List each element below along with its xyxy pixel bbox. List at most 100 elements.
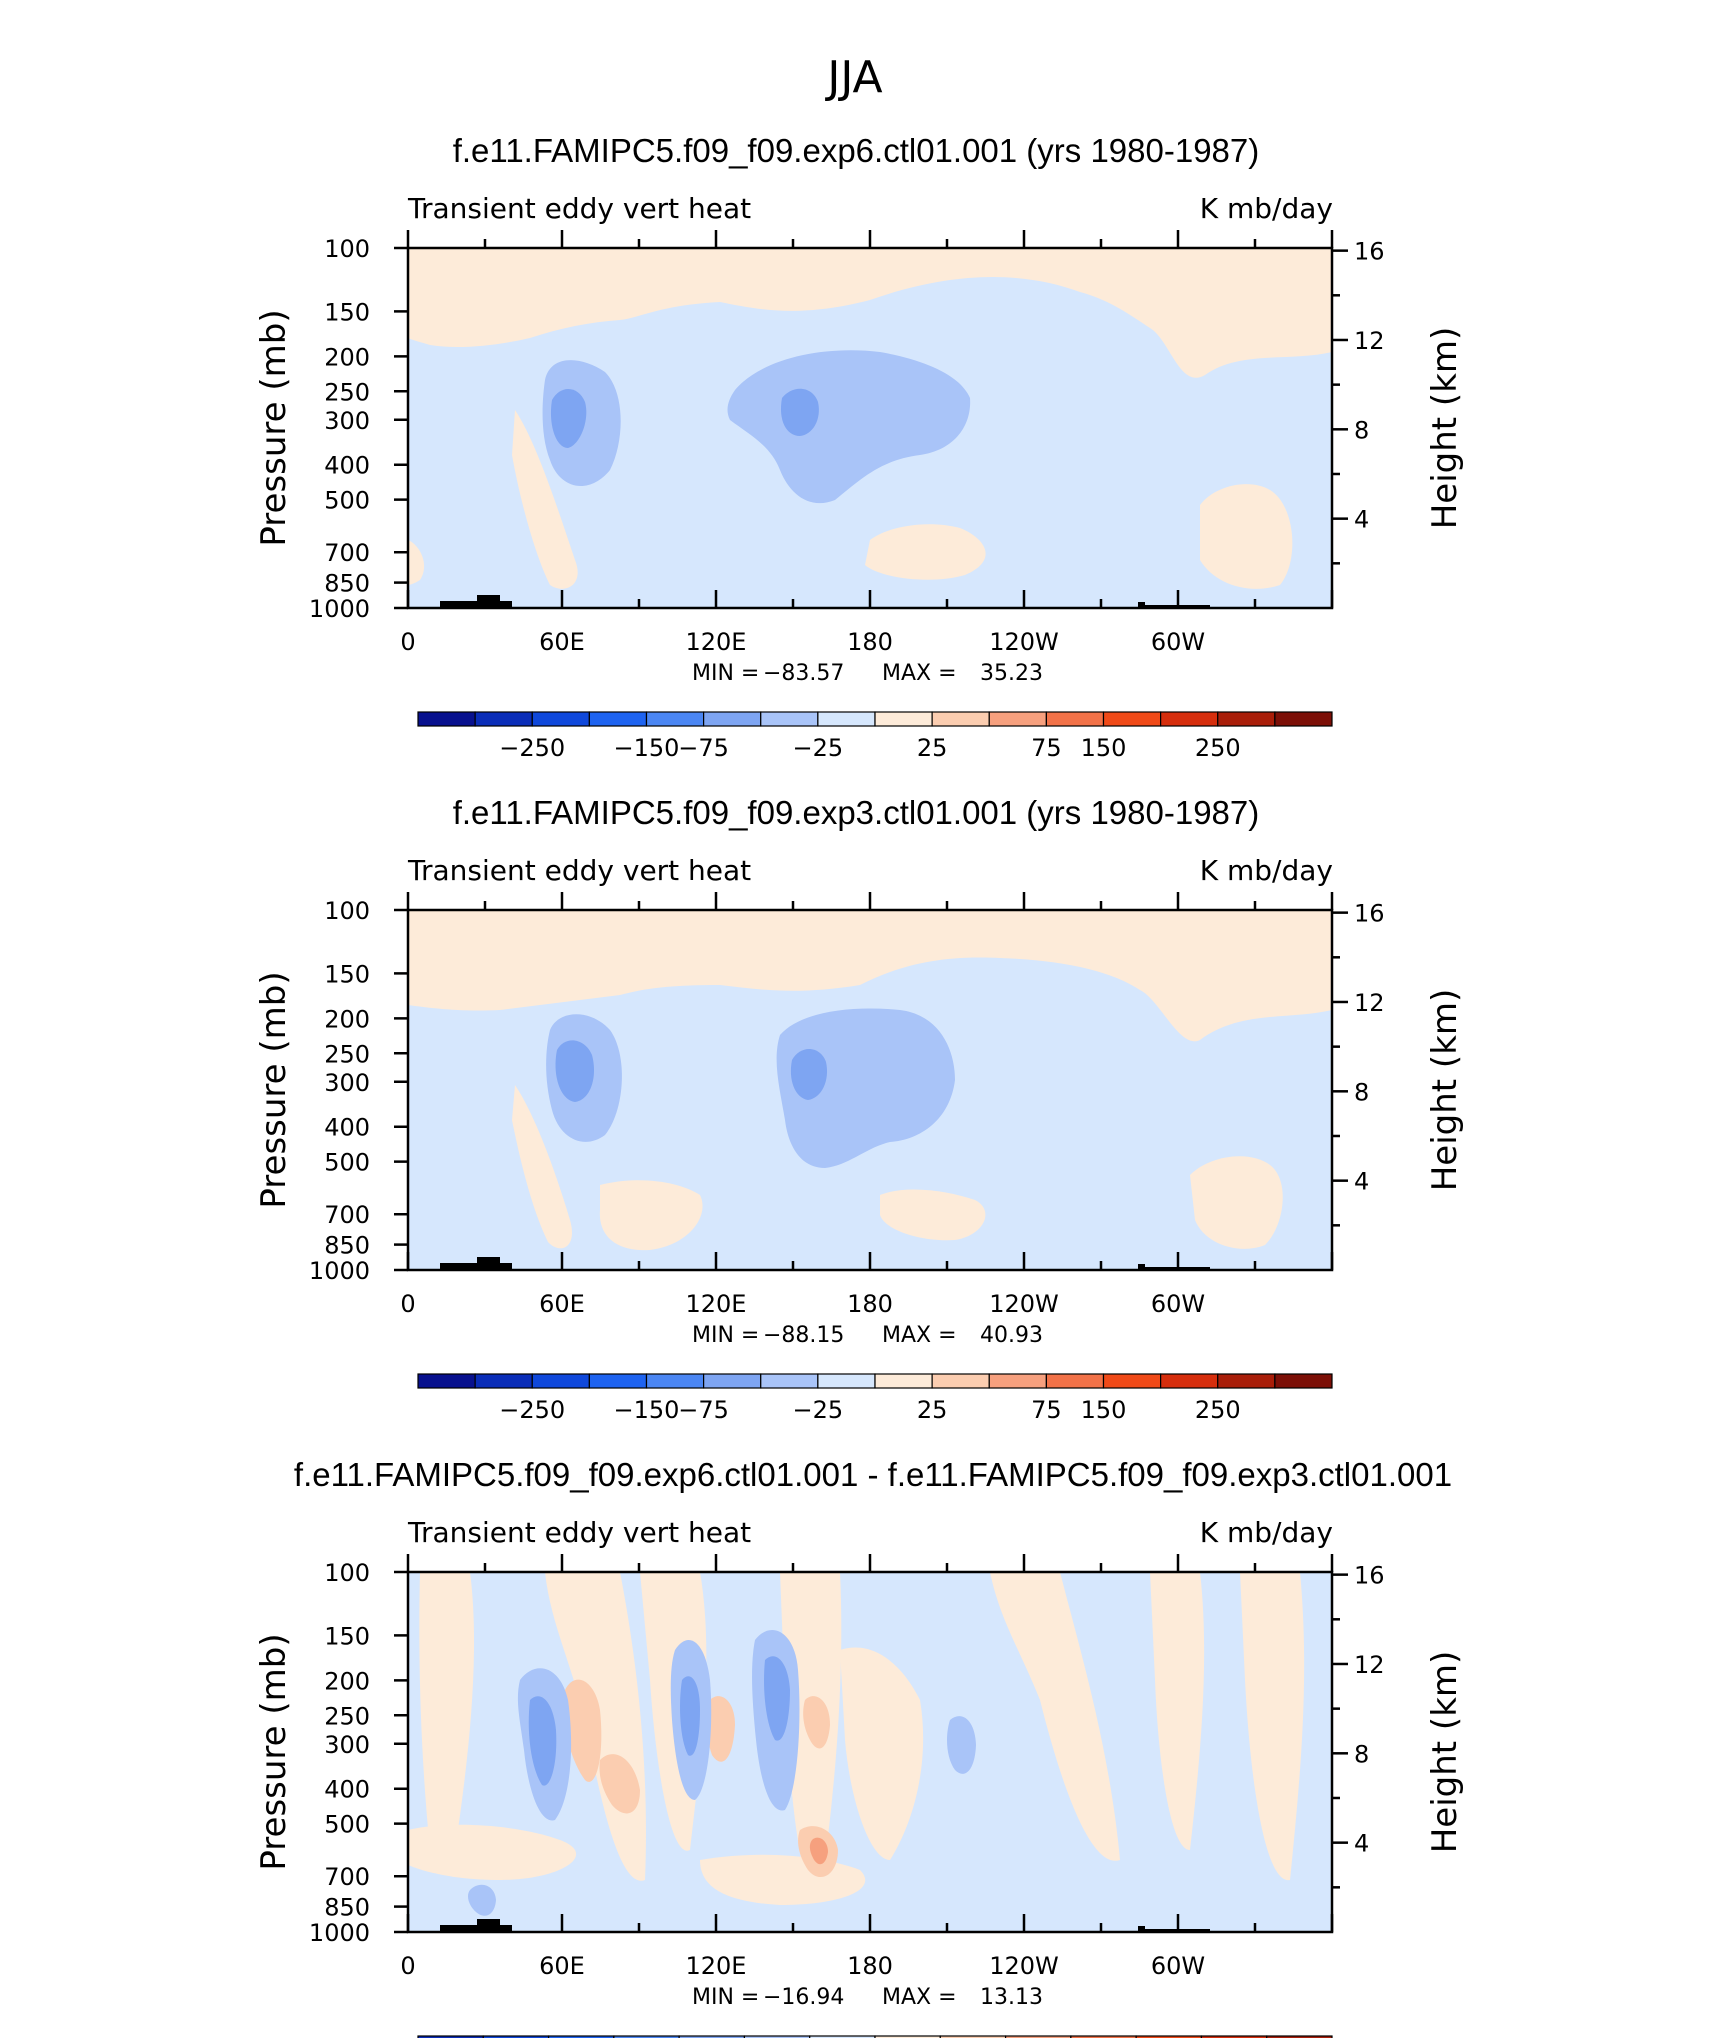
panel-3-positive-streak <box>1240 1572 1305 1881</box>
panel-3-min-value: −16.94 <box>763 1985 844 2010</box>
panel-3-negative-region <box>468 1884 496 1916</box>
panel-2-lower-positive-region <box>1190 1156 1283 1249</box>
panel-2-colorbar-label: 250 <box>1195 1396 1241 1424</box>
panel-2-y2tick-label: 4 <box>1354 1168 1369 1196</box>
panel-3-positive-core <box>803 1696 830 1749</box>
panel-3-ytick-label: 400 <box>324 1776 370 1804</box>
panel-1-xtick-label: 60W <box>1151 628 1205 656</box>
panel-2-field <box>408 910 1332 1270</box>
panel-2-xtick-label: 120E <box>686 1290 747 1318</box>
panel-2-colorbar-label: 25 <box>917 1396 948 1424</box>
panel-1-ytick-label: 1000 <box>309 595 370 623</box>
panel-3-y2ticks: 16 12 8 4 <box>1332 1562 1385 1889</box>
panel-2-y2ticks: 16 12 8 4 <box>1332 900 1385 1227</box>
panel-2-right-label: K mb/day <box>1200 854 1333 887</box>
panel-1-colorbar-box <box>817 711 876 727</box>
panel-3-right-label: K mb/day <box>1200 1516 1333 1549</box>
panel-2-min-label: MIN = <box>692 1323 759 1348</box>
panel-2-colorbar-box <box>1102 1373 1162 1389</box>
panel-1-colorbar: −250 −150−75 −25 25 75 150 250 <box>417 711 1333 762</box>
panel-2-colorbar-label: 75 <box>1031 1396 1062 1424</box>
panel-2-colorbar-label: −75 <box>678 1396 729 1424</box>
panel-3-xtick-label: 60W <box>1151 1952 1205 1980</box>
figure-main-title: JJA <box>824 52 882 103</box>
panel-1-colorbar-label: 25 <box>917 734 948 762</box>
panel-3-colorbar-box <box>1200 2035 1268 2038</box>
panel-3-ytick-label: 850 <box>324 1894 370 1922</box>
panel-1-max-value: 35.23 <box>980 661 1043 686</box>
panel-1-colorbar-label: 75 <box>1031 734 1062 762</box>
panel-1-colorbar-label: 250 <box>1195 734 1241 762</box>
panel-3-ytick-label: 700 <box>324 1863 370 1891</box>
panel-1-colorbar-box <box>1217 711 1276 727</box>
panel-1-lower-positive-region <box>1200 484 1293 589</box>
panel-2-y2tick-label: 8 <box>1354 1078 1369 1106</box>
panel-2: f.e11.FAMIPC5.f09_f09.exp3.ctl01.001 (yr… <box>254 794 1465 1424</box>
panel-3-colorbar-box <box>547 2035 615 2038</box>
panel-2-land-mask <box>440 1257 512 1270</box>
panel-3-colorbar-box <box>482 2035 550 2038</box>
panel-1-ytick-label: 400 <box>324 452 370 480</box>
panel-1-y2ticks: 16 12 8 4 <box>1332 238 1385 565</box>
panel-3-max-value: 13.13 <box>980 1985 1043 2010</box>
panel-3-left-label: Transient eddy vert heat <box>407 1516 751 1549</box>
panel-1-ytick-label: 500 <box>324 487 370 515</box>
panel-3-ytick-label: 200 <box>324 1667 370 1695</box>
panel-3-negative-core <box>764 1656 790 1741</box>
panel-3-land-mask <box>440 1919 512 1932</box>
panel-3-ytick-label: 500 <box>324 1811 370 1839</box>
panel-1-xtick-label: 120W <box>989 628 1059 656</box>
panel-2-colorbar-label: −150 <box>614 1396 680 1424</box>
panel-1-ytick-label: 150 <box>324 298 370 326</box>
panel-1-xtick-label: 180 <box>847 628 893 656</box>
panel-1-xtick-label: 0 <box>400 628 415 656</box>
panel-1-title: f.e11.FAMIPC5.f09_f09.exp6.ctl01.001 (yr… <box>453 132 1260 169</box>
panel-1-xticks: 0 60E 120E 180 120W 60W <box>400 230 1334 656</box>
panel-1-land-mask <box>440 595 512 608</box>
panel-1-y2tick-label: 16 <box>1354 238 1385 266</box>
panel-2-xtick-label: 180 <box>847 1290 893 1318</box>
panel-3-positive-streak <box>840 1647 924 1860</box>
panel-2-colorbar-box <box>703 1373 762 1389</box>
panel-3-field <box>408 1572 1332 1932</box>
panel-1-colorbar-box <box>1160 711 1219 727</box>
panel-2-colorbar-box <box>588 1373 648 1389</box>
panel-2-colorbar-label: −25 <box>793 1396 844 1424</box>
panel-3-colorbar-box <box>1135 2035 1203 2038</box>
panel-3-y2tick-label: 16 <box>1354 1562 1385 1590</box>
panel-3-colorbar-box <box>743 2035 811 2038</box>
panel-1-ytick-label: 250 <box>324 378 370 406</box>
panel-2-strong-negative-core <box>555 1040 595 1102</box>
panel-2-colorbar-box <box>817 1373 876 1389</box>
panel-3-negative-core <box>680 1676 700 1756</box>
panel-3-positive-core <box>809 1837 828 1865</box>
panel-1-colorbar-label: 150 <box>1081 734 1127 762</box>
panel-2-colorbar-box <box>417 1373 476 1389</box>
panel-2-negative-region <box>776 1008 955 1168</box>
panel-3-ytick-label: 250 <box>324 1702 370 1730</box>
panel-1-field <box>408 248 1332 608</box>
panel-3-positive-core <box>563 1679 602 1782</box>
panel-2-colorbar-box <box>1274 1373 1333 1389</box>
panel-2-lower-positive-region <box>599 1180 703 1251</box>
panel-1-colorbar-box <box>417 711 476 727</box>
panel-1-ylabel: Pressure (mb) <box>254 309 294 546</box>
panel-1-colorbar-box <box>1045 711 1105 727</box>
panel-1-colorbar-box <box>1274 711 1333 727</box>
panel-2-ytick-label: 500 <box>324 1149 370 1177</box>
panel-2-ytick-label: 850 <box>324 1232 370 1260</box>
panel-3-colorbar-box <box>874 2035 941 2038</box>
panel-3-colorbar-box <box>939 2035 1007 2038</box>
panel-3-colorbar-box <box>678 2035 746 2038</box>
panel-3-colorbar-box <box>1070 2035 1137 2038</box>
panel-1-xtick-label: 60E <box>539 628 585 656</box>
panel-1-colorbar-box <box>931 711 990 727</box>
panel-1-colorbar-box <box>874 711 933 727</box>
panel-2-y2tick-label: 12 <box>1354 989 1385 1017</box>
panel-3-positive-streak <box>408 1824 577 1880</box>
panel-1-colorbar-box <box>703 711 762 727</box>
panel-3-xtick-label: 120E <box>686 1952 747 1980</box>
panel-2-left-label: Transient eddy vert heat <box>407 854 751 887</box>
panel-2-colorbar-box <box>1045 1373 1105 1389</box>
